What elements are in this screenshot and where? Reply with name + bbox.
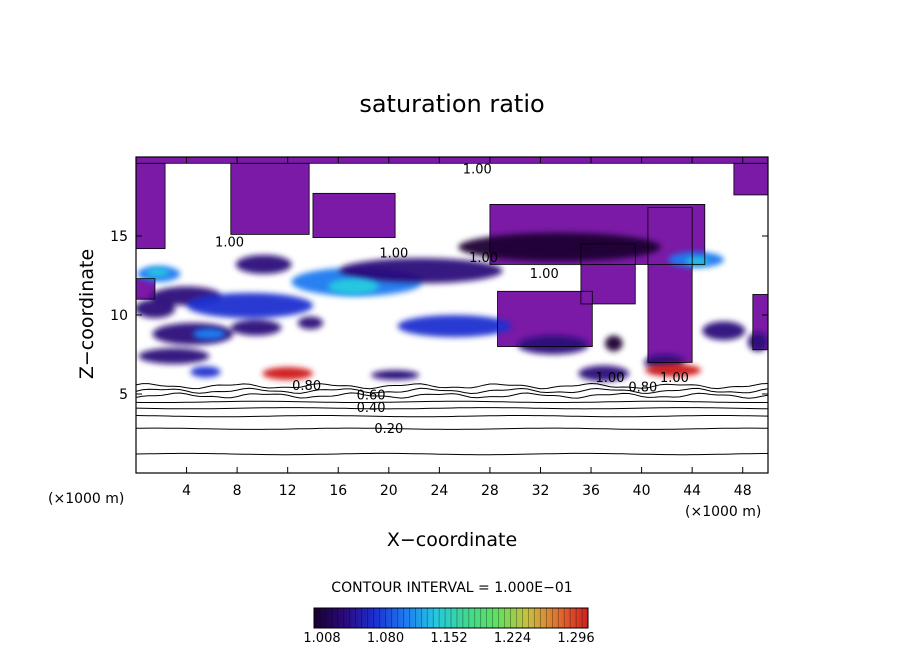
x-unit-label-right: (×1000 m) xyxy=(685,504,761,520)
moist-bands xyxy=(136,232,768,382)
moist-band xyxy=(578,365,629,382)
contour-label: 0.80 xyxy=(292,379,321,394)
colorbar-tick-label: 1.080 xyxy=(367,631,404,646)
x-tick-label: 24 xyxy=(430,483,448,499)
colorbar-tick-label: 1.008 xyxy=(303,631,340,646)
contour-label: 0.60 xyxy=(357,389,386,404)
contour-line xyxy=(647,207,693,363)
x-tick-label: 20 xyxy=(380,483,398,499)
contour-label: 1.00 xyxy=(379,246,408,261)
contour-label: 1.00 xyxy=(530,267,559,282)
contour-line xyxy=(136,157,768,164)
x-tick-label: 48 xyxy=(734,483,752,499)
contour-line xyxy=(497,290,593,347)
saturated-regions xyxy=(136,157,768,363)
supersaturation-core-peak xyxy=(657,366,689,374)
y-tick-label: 15 xyxy=(110,229,128,245)
supersaturation-core xyxy=(192,328,226,340)
moist-band xyxy=(190,366,221,378)
plot-field: 0.200.400.600.80 0.801.001.00 1.001.001.00… xyxy=(136,157,768,473)
supersaturation-core xyxy=(328,278,379,295)
contour-line xyxy=(312,192,396,238)
colorbar-ticks: 1.008 1.080 1.152 1.224 1.296 xyxy=(303,631,594,646)
y-tick-label: 5 xyxy=(119,387,128,403)
moist-band xyxy=(136,299,176,319)
x-tick-label: 36 xyxy=(582,483,600,499)
contour-label: 1.00 xyxy=(215,235,244,250)
x-tick-label: 12 xyxy=(279,483,297,499)
moist-band xyxy=(235,254,292,274)
contour-interval-label: CONTOUR INTERVAL = 1.000E−01 xyxy=(331,580,572,596)
x-axis: 4 8 12 16 20 24 28 32 36 40 44 48 xyxy=(182,157,752,499)
x-unit-label-left: (×1000 m) xyxy=(48,491,124,507)
contour-line xyxy=(489,203,706,265)
moist-band xyxy=(297,316,324,330)
contour-line xyxy=(136,392,768,399)
moist-band xyxy=(138,348,210,364)
supersaturation-core-peak xyxy=(273,369,302,377)
moist-band xyxy=(604,335,623,352)
saturated-region xyxy=(136,157,768,164)
x-tick-label: 16 xyxy=(329,483,347,499)
contour-line xyxy=(580,243,636,305)
contour-line xyxy=(136,162,166,250)
contour-line xyxy=(230,162,310,235)
y-axis: 5 10 15 xyxy=(110,229,768,403)
y-tick-label: 10 xyxy=(110,308,128,324)
moist-band xyxy=(397,315,512,338)
contour-label: 0.80 xyxy=(628,381,657,396)
saturated-region xyxy=(230,163,310,235)
supersaturation-cores xyxy=(146,257,709,380)
contour-label: 0.40 xyxy=(357,401,386,416)
contour-label: 0.20 xyxy=(374,422,403,437)
moist-band xyxy=(747,332,768,352)
moist-band xyxy=(702,321,746,341)
contour-line xyxy=(136,382,768,390)
x-tick-label: 28 xyxy=(481,483,499,499)
contour-label: 1.00 xyxy=(596,371,625,386)
colorbar-tick-label: 1.224 xyxy=(494,631,531,646)
supersaturation-core xyxy=(146,268,169,277)
contour-line xyxy=(136,415,768,418)
colorbar-tick-label: 1.152 xyxy=(430,631,467,646)
x-tick-label: 40 xyxy=(633,483,651,499)
contour-label: 1.00 xyxy=(660,371,689,386)
contour-line xyxy=(136,452,768,456)
contour-line xyxy=(136,400,768,403)
moist-band xyxy=(338,258,503,284)
x-tick-label: 8 xyxy=(233,483,242,499)
contour-label: 1.00 xyxy=(463,163,492,178)
saturated-region xyxy=(733,163,768,195)
saturated-region xyxy=(312,193,396,238)
contour-line xyxy=(136,427,768,430)
x-tick-label: 4 xyxy=(182,483,191,499)
x-tick-label: 44 xyxy=(683,483,701,499)
moist-band xyxy=(230,319,282,336)
contour-line xyxy=(136,278,156,300)
chart-title: saturation ratio xyxy=(359,90,544,118)
contour-line xyxy=(733,162,768,196)
colorbar-frame xyxy=(313,607,589,629)
x-axis-label: X−coordinate xyxy=(387,529,517,551)
contour-labels: 0.200.400.600.80 0.801.001.00 1.001.001.00… xyxy=(215,163,689,437)
contour-label: 1.00 xyxy=(469,251,498,266)
y-axis-label: Z−coordinate xyxy=(76,249,98,379)
saturated-region xyxy=(136,278,155,300)
moist-band xyxy=(186,292,313,319)
supersaturation-core xyxy=(685,257,709,266)
colorbar-divisions xyxy=(319,608,583,628)
contour-lines xyxy=(136,157,768,456)
contour-line xyxy=(136,407,768,410)
contour-line xyxy=(136,387,768,395)
colorbar-tick-label: 1.296 xyxy=(557,631,594,646)
supersaturation-core xyxy=(371,370,420,380)
saturated-region xyxy=(136,163,166,249)
moist-band xyxy=(517,335,589,355)
x-tick-label: 32 xyxy=(532,483,550,499)
moist-band xyxy=(458,232,661,262)
